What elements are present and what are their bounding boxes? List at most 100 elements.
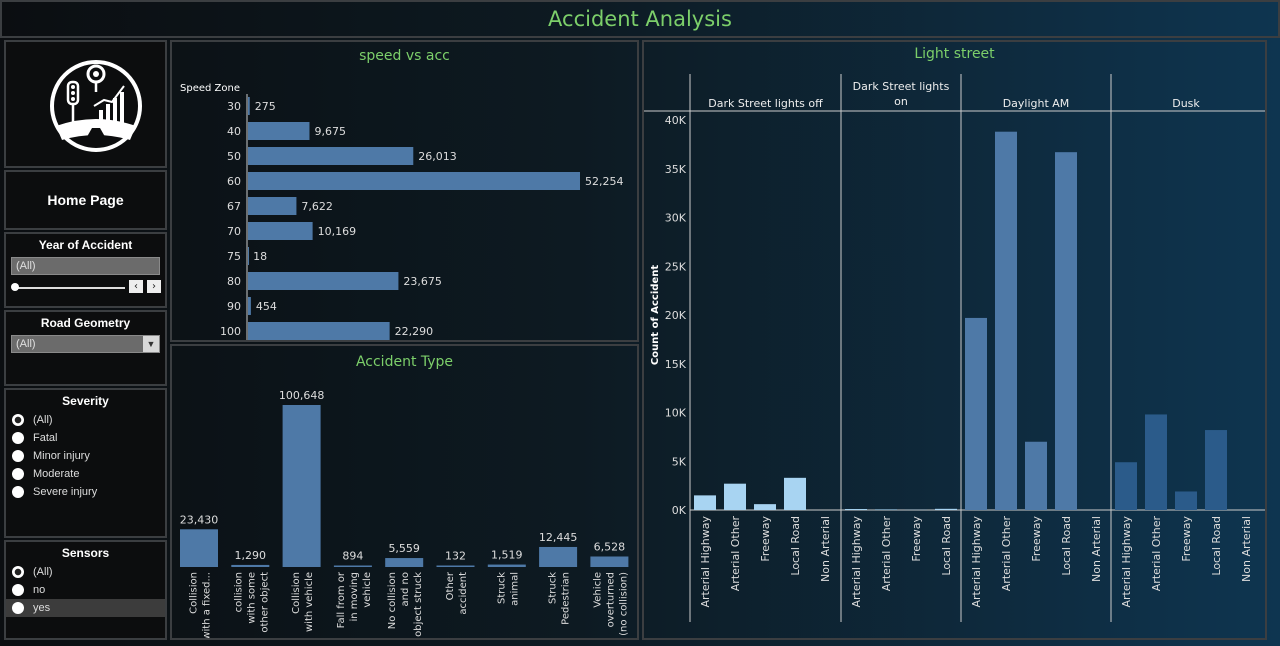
radio-button-icon[interactable] (12, 584, 24, 596)
radio-button-icon[interactable] (12, 468, 24, 480)
accident-type-bar (180, 529, 218, 567)
accident-type-value-label: 1,290 (235, 549, 266, 562)
light-street-tick-label: Non Arterial (819, 516, 832, 582)
home-page-button[interactable]: Home Page (4, 170, 167, 230)
severity-option[interactable]: Moderate (6, 465, 165, 483)
severity-option[interactable]: Fatal (6, 429, 165, 447)
y-tick-label: 5K (672, 455, 687, 468)
chevron-down-icon[interactable]: ▼ (143, 336, 159, 352)
sensors-option[interactable]: yes (6, 599, 165, 617)
severity-option[interactable]: Severe injury (6, 483, 165, 501)
accident-type-value-label: 5,559 (388, 542, 420, 555)
speed-bar (248, 222, 313, 240)
light-street-tick-label: Arterial Highway (699, 516, 712, 608)
accident-type-tick-label: and no (400, 572, 411, 606)
light-street-bar (1175, 491, 1197, 510)
accident-type-tick-label: animal (509, 572, 520, 606)
dashboard-title: Accident Analysis (548, 7, 732, 31)
speed-tick-label: 50 (227, 150, 241, 163)
accident-type-tick-label: No collision (387, 572, 398, 629)
light-street-tick: Arterial Other (729, 516, 742, 592)
light-street-tick: Arterial Highway (850, 516, 863, 608)
sensors-option-label: yes (33, 602, 51, 614)
speed-value-label: 22,290 (395, 325, 434, 338)
speed-bar (248, 197, 297, 215)
home-page-label: Home Page (47, 192, 124, 208)
radio-button-icon[interactable] (12, 432, 24, 444)
light-street-tick-label: Arterial Highway (970, 516, 983, 608)
year-filter-title: Year of Accident (38, 238, 133, 252)
year-next-icon[interactable]: › (147, 280, 161, 293)
speed-tick-label: 40 (227, 125, 241, 138)
radio-button-icon[interactable] (12, 450, 24, 462)
accident-type-bar (590, 556, 629, 567)
y-tick-label: 10K (665, 407, 687, 420)
accident-type-tick-label: Struck (548, 572, 559, 604)
accident-type-title: Accident Type (355, 354, 454, 370)
severity-option-label: Moderate (33, 468, 80, 480)
traffic-analytics-logo-icon (50, 60, 142, 152)
speed-chart-panel: speed vs acc Speed Zone 30 275 40 9,675 50 26,… (170, 40, 639, 342)
speed-tick-label: 70 (227, 225, 241, 238)
accident-type-bar (487, 564, 526, 567)
accident-type-tick: Other accident (445, 571, 469, 615)
dashboard-title-bar: Accident Analysis (0, 0, 1280, 38)
light-street-bar (724, 483, 746, 510)
light-street-bar (1145, 414, 1167, 510)
radio-button-icon[interactable] (12, 414, 24, 426)
accident-type-tick-label: other object (259, 572, 270, 633)
year-slider-handle[interactable] (11, 283, 19, 291)
severity-option[interactable]: (All) (6, 411, 165, 429)
radio-button-icon[interactable] (12, 602, 24, 614)
accident-type-tick-label: with a fixed... (202, 572, 213, 638)
speed-bar (248, 297, 251, 315)
speed-tick-label: 75 (227, 250, 241, 263)
year-select[interactable]: (All) (11, 257, 160, 275)
accident-type-tick-label: in moving (349, 572, 360, 622)
pane-header-label: Dark Street lights off (708, 97, 823, 110)
accident-type-tick: collision with some other object (233, 572, 270, 633)
accident-type-tick: No collision and no object struck (387, 572, 424, 637)
light-street-tick: Non Arterial (1240, 516, 1253, 582)
speed-bar (248, 322, 390, 340)
light-street-tick-label: Arterial Other (1150, 516, 1163, 592)
accident-type-value-label: 6,528 (594, 540, 626, 553)
accident-type-value-label: 23,430 (180, 513, 219, 526)
accident-type-bar (539, 546, 578, 567)
light-street-bar (995, 131, 1017, 510)
y-tick-label: 35K (665, 163, 687, 176)
speed-value-label: 10,169 (318, 225, 357, 238)
accident-type-tick: Struck Pedestrian (548, 572, 572, 625)
y-tick-label: 20K (665, 309, 687, 322)
speed-axis-label: Speed Zone (180, 83, 240, 94)
light-street-bar (1025, 441, 1047, 510)
light-street-tick: Local Road (1060, 516, 1073, 576)
year-slider[interactable]: ‹ › (11, 279, 161, 297)
light-street-tick-label: Freeway (1180, 516, 1193, 562)
accident-type-value-label: 100,648 (279, 389, 325, 402)
light-street-tick: Local Road (789, 516, 802, 576)
radio-button-icon[interactable] (12, 486, 24, 498)
pane-header-label: Daylight AM (1003, 97, 1070, 110)
light-street-panel: Light street Count of Accident 0K 5K 10K 15K… (642, 40, 1267, 640)
light-street-tick: Freeway (1030, 516, 1043, 562)
pane-header-label: Dark Street lights (853, 80, 950, 93)
accident-type-tick: Vehicle overturned (no collision) (592, 572, 629, 636)
accident-type-tick-label: object struck (413, 572, 424, 637)
light-street-tick: Arterial Other (1000, 516, 1013, 592)
speed-bar (248, 147, 414, 165)
radio-button-icon[interactable] (12, 566, 24, 578)
light-street-bar (1055, 152, 1077, 511)
pane-header-label: Dusk (1172, 97, 1200, 110)
accident-type-tick-label: with some (246, 572, 257, 624)
sensors-option[interactable]: no (6, 581, 165, 599)
speed-value-label: 275 (255, 100, 276, 113)
year-prev-icon[interactable]: ‹ (129, 280, 143, 293)
severity-option[interactable]: Minor injury (6, 447, 165, 465)
accident-type-bar (282, 405, 321, 567)
sensors-option[interactable]: (All) (6, 563, 165, 581)
severity-option-label: (All) (33, 414, 53, 426)
speed-tick-label: 80 (227, 275, 241, 288)
road-geometry-select[interactable]: (All) ▼ (11, 335, 160, 353)
